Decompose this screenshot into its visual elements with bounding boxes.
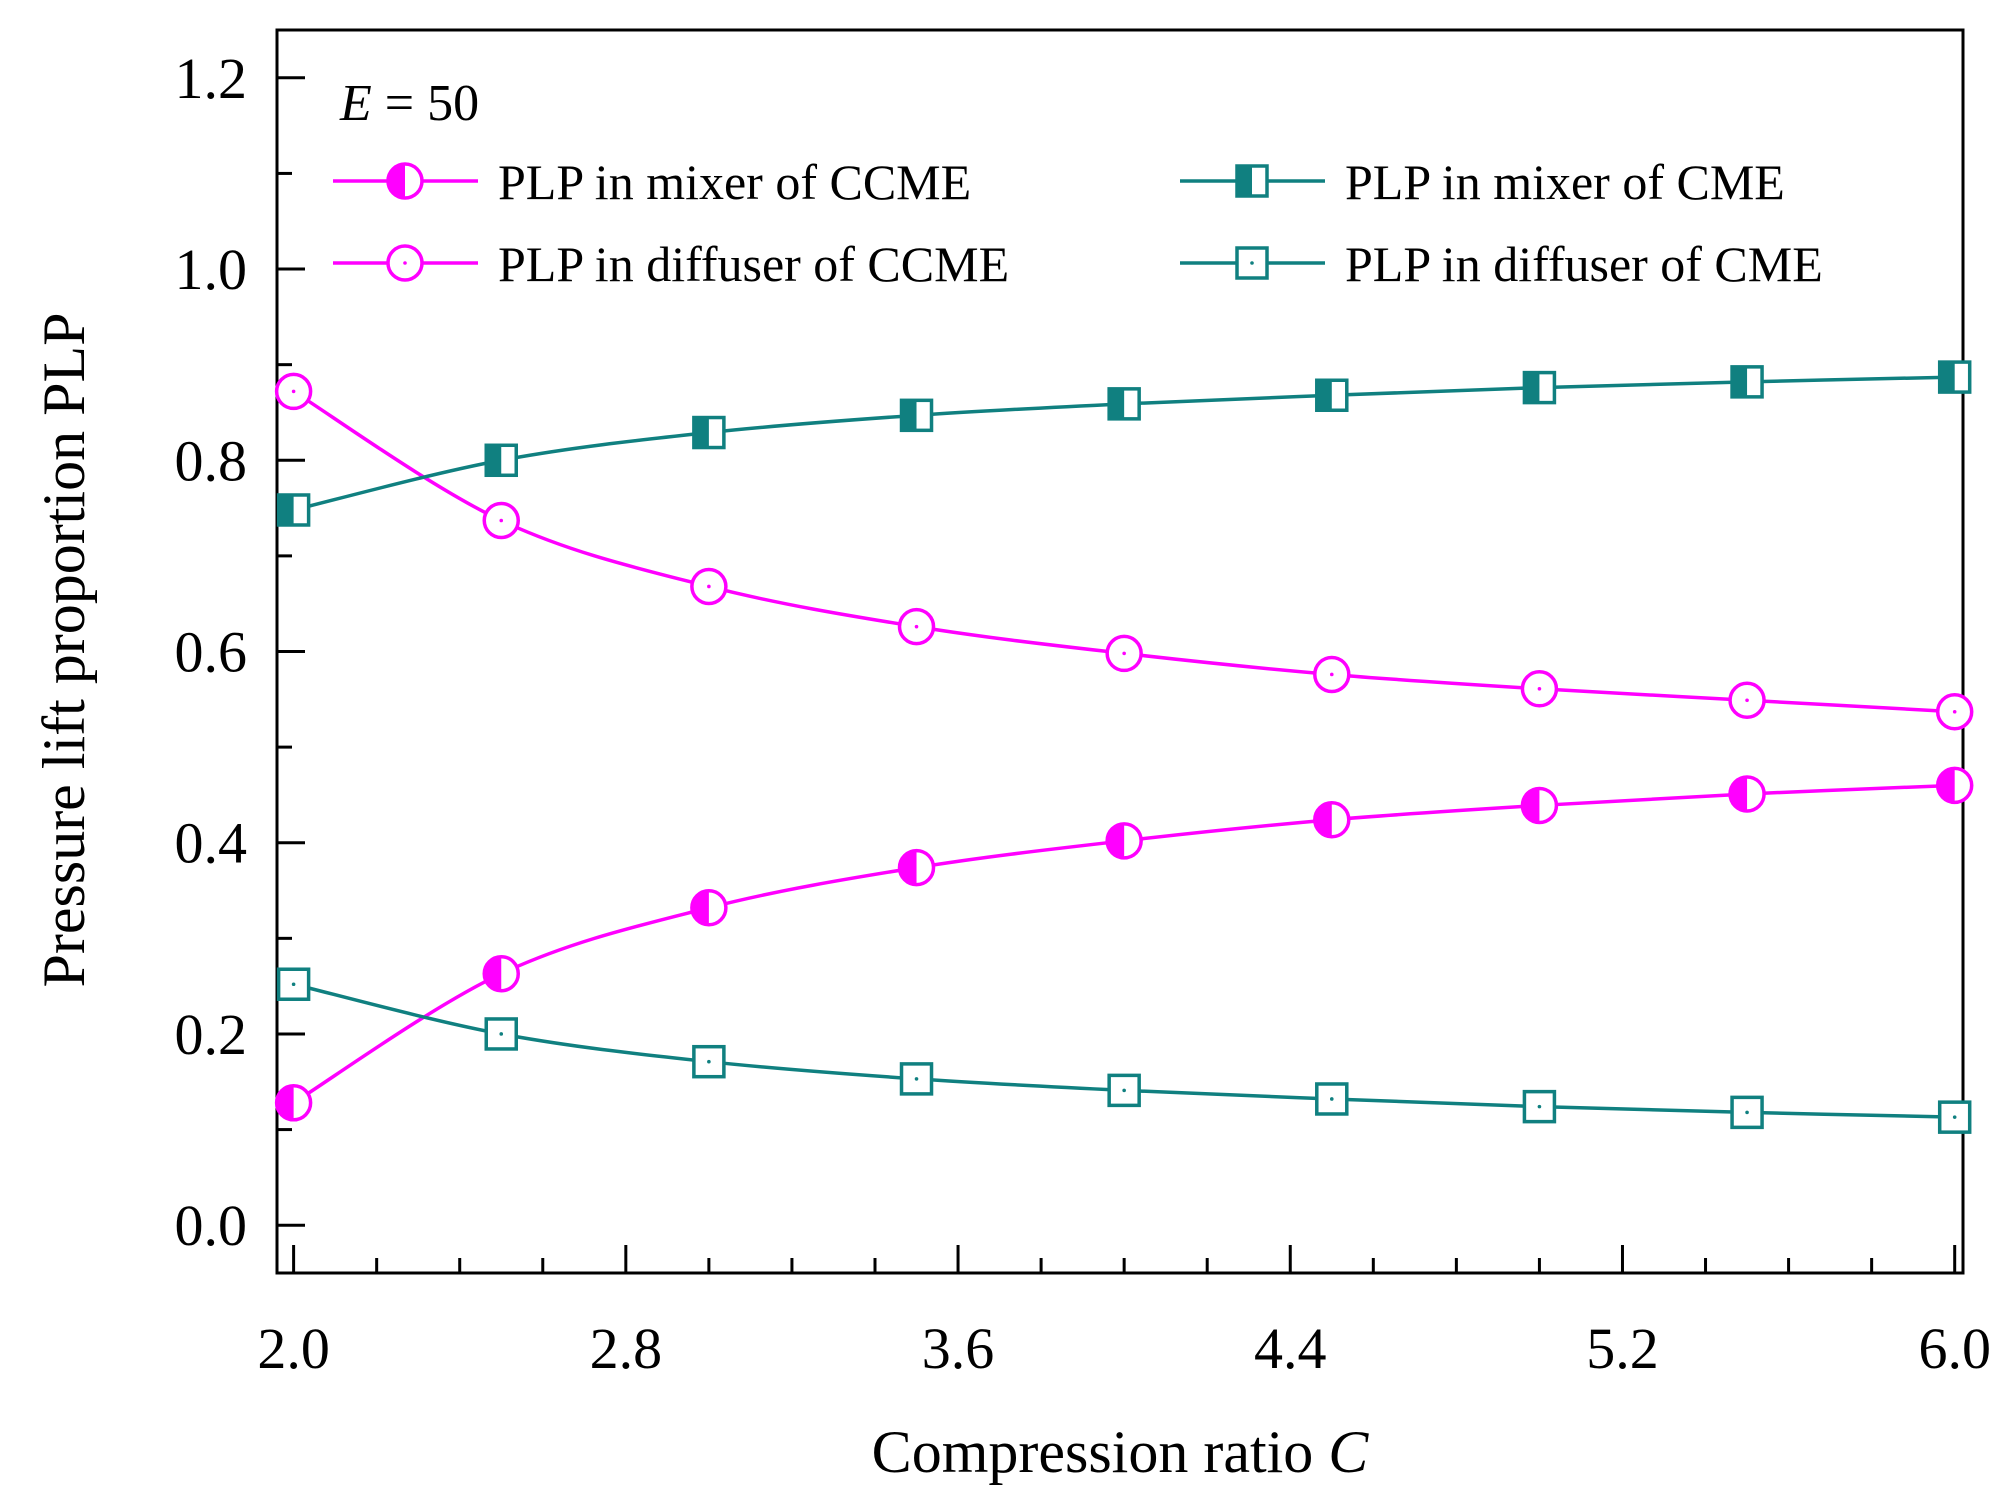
legend-label: PLP in mixer of CCME (498, 154, 971, 210)
legend-label: PLP in diffuser of CME (1345, 236, 1823, 292)
series-curves (292, 375, 1955, 1119)
annotation-value: = 50 (372, 75, 479, 132)
data-point (1107, 1073, 1141, 1108)
x-axis-title: Compression ratio C (872, 1419, 1370, 1485)
y-tick-label: 0.6 (175, 620, 248, 685)
y-tick-label: 0.2 (175, 1002, 248, 1067)
data-point (1730, 365, 1764, 399)
annotation-symbol: E (339, 75, 372, 132)
data-point (897, 848, 936, 887)
legend-item: PLP in mixer of CME (1180, 154, 1785, 210)
data-point (1937, 1100, 1972, 1134)
data-point (274, 372, 313, 411)
annotation: E = 50 (339, 75, 479, 132)
data-point (1728, 775, 1766, 813)
data-point (1105, 634, 1143, 673)
legend-label: PLP in mixer of CME (1345, 154, 1785, 210)
data-point (692, 1044, 726, 1079)
y-tick-label: 0.0 (175, 1193, 248, 1258)
data-point (1937, 360, 1972, 394)
x-tick-label: 5.2 (1586, 1316, 1659, 1381)
x-tick-label: 2.8 (590, 1316, 663, 1381)
data-point (690, 888, 728, 927)
series-markers (274, 360, 1974, 1134)
data-point (1107, 387, 1141, 421)
data-point (482, 501, 520, 540)
legend-item: PLP in diffuser of CME (1180, 236, 1823, 292)
x-tick-label: 4.4 (1254, 1316, 1327, 1381)
y-tick-label: 1.0 (175, 237, 248, 302)
legend-marker (1235, 164, 1269, 198)
data-point (484, 1017, 518, 1051)
data-point (276, 967, 311, 1001)
data-point (1313, 801, 1351, 839)
x-tick-label: 6.0 (1918, 1316, 1991, 1381)
data-point (897, 607, 936, 646)
data-point (1313, 655, 1351, 694)
data-point (1520, 786, 1559, 825)
data-point (276, 493, 311, 527)
data-point (1520, 670, 1559, 708)
y-tick-label: 0.4 (175, 811, 248, 876)
data-point (1522, 370, 1557, 405)
data-point (482, 954, 520, 993)
x-axis-title-symbol: C (1328, 1419, 1369, 1485)
data-point (1728, 681, 1766, 720)
y-tick-label: 0.8 (175, 428, 248, 493)
data-point (899, 398, 934, 433)
data-point (690, 567, 728, 606)
legend-label: PLP in diffuser of CCME (498, 236, 1009, 292)
data-point (1522, 1089, 1557, 1124)
data-point (484, 443, 518, 478)
data-point (1935, 766, 1974, 805)
data-point (899, 1062, 934, 1096)
x-axis-title-text: Compression ratio (872, 1419, 1314, 1485)
legend-item: PLP in mixer of CCME (333, 154, 971, 210)
axis-ticks: 2.0 2.8 3.6 4.4 5.2 6.0 0.0 0.2 0.4 0.6 0.8 1.0 1.2 (175, 46, 1991, 1381)
legend-marker (386, 162, 424, 200)
data-point (692, 415, 726, 450)
data-point (1935, 692, 1974, 731)
x-tick-label: 2.0 (257, 1316, 330, 1381)
legend: PLP in mixer of CCME PLP in diffuser of C… (333, 154, 1823, 292)
legend-marker (1235, 246, 1269, 280)
x-tick-label: 3.6 (922, 1316, 995, 1381)
data-point (1105, 822, 1143, 860)
data-point (1730, 1095, 1764, 1130)
y-tick-label: 1.2 (175, 46, 248, 111)
y-axis-title: Pressure lift proportion PLP (31, 313, 97, 988)
data-point (1315, 1082, 1349, 1116)
data-point (1315, 378, 1349, 413)
legend-marker (386, 244, 424, 282)
data-point (274, 1084, 313, 1122)
legend-item: PLP in diffuser of CCME (333, 236, 1009, 292)
